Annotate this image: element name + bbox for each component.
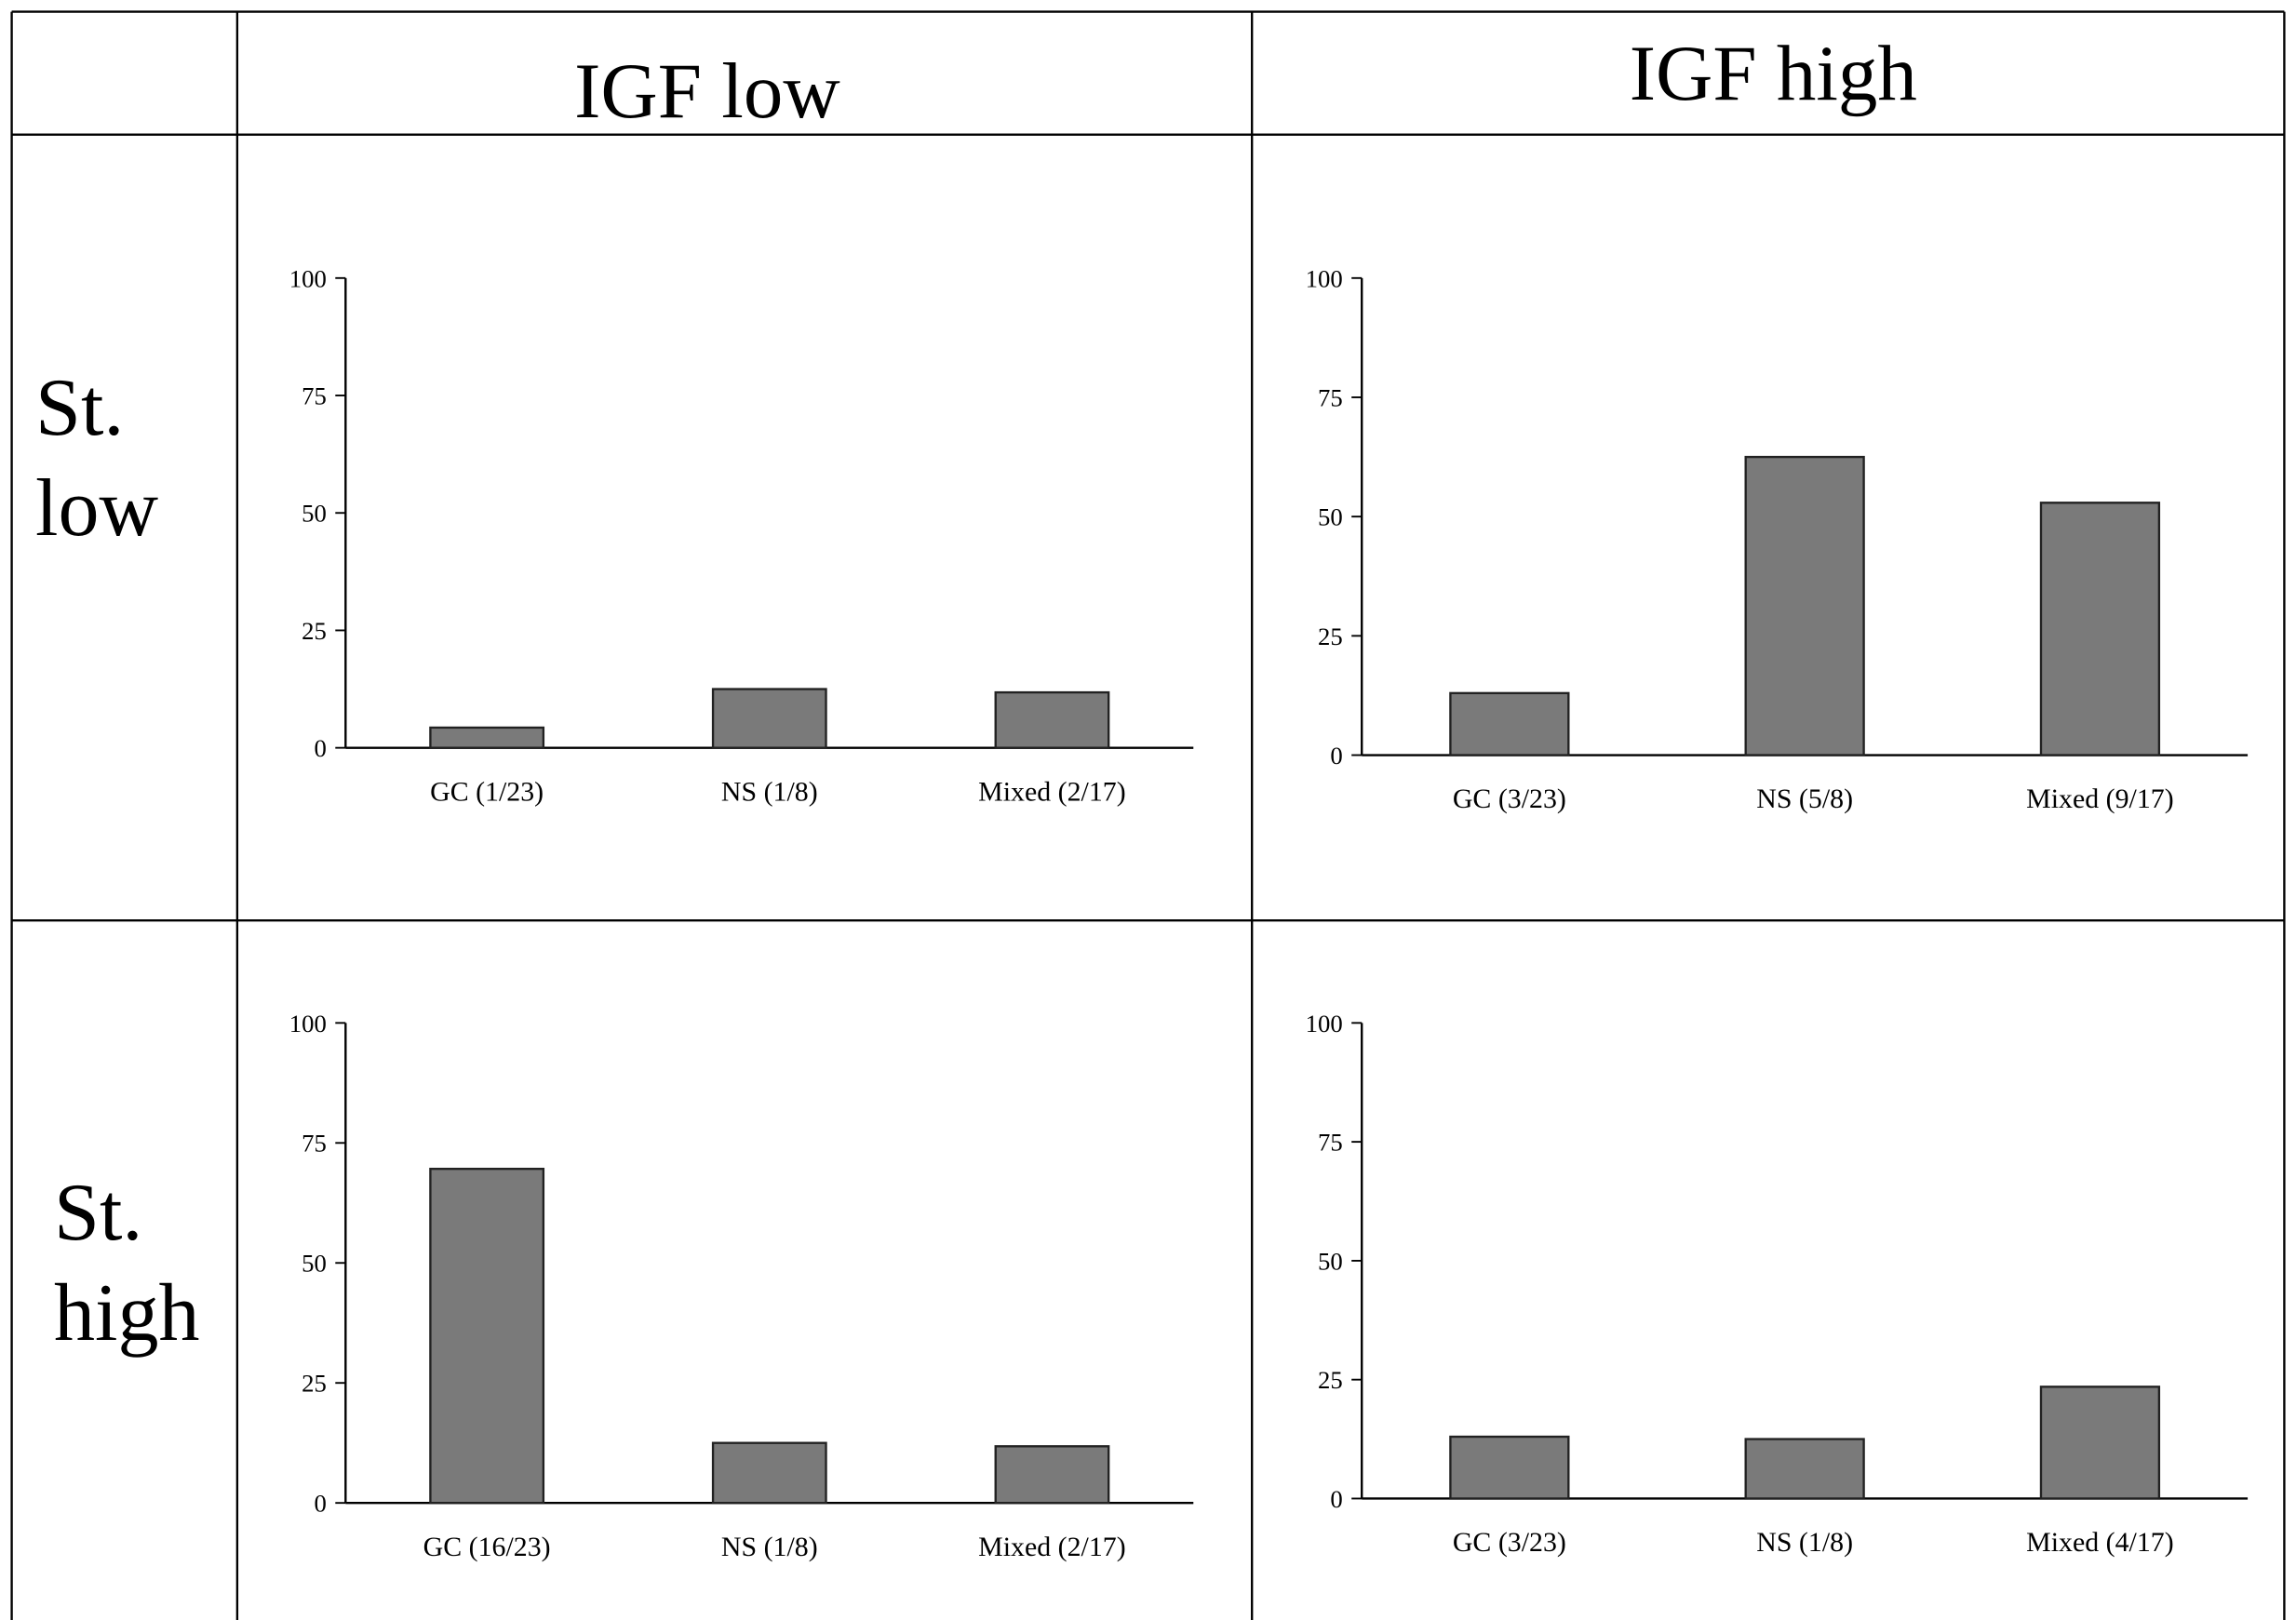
x-tick-label: NS (1/8) (721, 776, 818, 807)
bar (2039, 502, 2161, 756)
column-header: IGF high (1630, 30, 1917, 117)
y-tick-label: 50 (302, 1250, 327, 1278)
y-tick-label: 100 (1306, 264, 1343, 292)
x-tick-label: GC (1/23) (430, 776, 544, 807)
bar (1449, 691, 1570, 756)
y-tick-label: 25 (302, 617, 327, 645)
bar (429, 726, 545, 749)
table-lines (10, 10, 2286, 1620)
x-tick-label: Mixed (9/17) (2026, 783, 2174, 814)
bar (1744, 455, 1865, 756)
x-tick-label: GC (3/23) (1453, 783, 1566, 814)
y-tick-label: 25 (1318, 623, 1343, 650)
y-tick-label: 0 (1330, 1485, 1342, 1513)
x-tick-label: Mixed (2/17) (978, 1532, 1126, 1562)
row-header: St. high (54, 1168, 200, 1359)
bar (2039, 1386, 2161, 1500)
y-tick-label: 25 (1318, 1366, 1343, 1394)
x-tick-label: Mixed (2/17) (978, 776, 1126, 807)
bar (1744, 1438, 1865, 1500)
column-header: IGF low (574, 47, 840, 135)
x-tick-label: NS (1/8) (721, 1532, 818, 1562)
y-tick-label: 50 (1318, 1247, 1343, 1275)
bar (711, 688, 827, 749)
y-tick-label: 75 (1318, 383, 1343, 411)
y-tick-label: 0 (1330, 742, 1342, 770)
x-tick-label: Mixed (4/17) (2026, 1527, 2174, 1558)
y-tick-label: 75 (302, 382, 327, 409)
y-tick-label: 50 (1318, 503, 1343, 531)
y-tick-label: 100 (1306, 1010, 1343, 1038)
y-tick-label: 100 (289, 1010, 327, 1038)
bar (711, 1441, 827, 1505)
x-tick-label: NS (1/8) (1756, 1527, 1853, 1558)
y-tick-label: 100 (289, 264, 327, 292)
bar (1449, 1435, 1570, 1500)
y-tick-label: 50 (302, 500, 327, 528)
y-tick-label: 75 (1318, 1129, 1343, 1157)
y-tick-label: 0 (314, 1490, 326, 1518)
row-header: St. low (35, 363, 158, 554)
y-tick-label: 25 (302, 1370, 327, 1398)
x-tick-label: NS (5/8) (1756, 783, 1853, 814)
bar (994, 690, 1110, 749)
x-tick-label: GC (3/23) (1453, 1527, 1566, 1558)
x-tick-label: GC (16/23) (423, 1532, 551, 1562)
bar (429, 1167, 545, 1505)
y-tick-label: 75 (302, 1130, 327, 1158)
y-tick-label: 0 (314, 734, 326, 762)
bar (994, 1445, 1110, 1505)
